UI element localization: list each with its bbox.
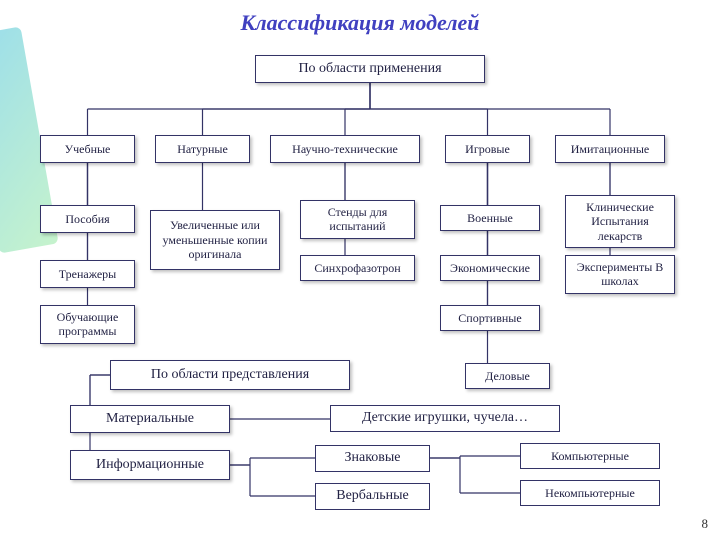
page-title: Классификация моделей bbox=[0, 0, 720, 36]
node-m1: Материальные bbox=[70, 405, 230, 433]
node-g3: Спортивные bbox=[440, 305, 540, 331]
node-k2: Некомпьютерные bbox=[520, 480, 660, 506]
node-z2: Вербальные bbox=[315, 483, 430, 510]
node-root1: По области применения bbox=[255, 55, 485, 83]
node-d1: Детские игрушки, чучела… bbox=[330, 405, 560, 432]
page-number: 8 bbox=[702, 516, 709, 532]
node-i1: Клинические Испытания лекарств bbox=[565, 195, 675, 248]
node-t1: Стенды для испытаний bbox=[300, 200, 415, 239]
node-u1: Пособия bbox=[40, 205, 135, 233]
node-c4: Игровые bbox=[445, 135, 530, 163]
node-u2: Тренажеры bbox=[40, 260, 135, 288]
node-g2: Экономические bbox=[440, 255, 540, 281]
node-i2: Эксперименты В школах bbox=[565, 255, 675, 294]
node-g1: Военные bbox=[440, 205, 540, 231]
node-m2: Информационные bbox=[70, 450, 230, 480]
node-n1: Увеличенные или уменьшенные копии оригин… bbox=[150, 210, 280, 270]
node-g4: Деловые bbox=[465, 363, 550, 389]
node-z1: Знаковые bbox=[315, 445, 430, 472]
node-k1: Компьютерные bbox=[520, 443, 660, 469]
node-c1: Учебные bbox=[40, 135, 135, 163]
node-c2: Натурные bbox=[155, 135, 250, 163]
node-t2: Синхрофазотрон bbox=[300, 255, 415, 281]
node-c5: Имитационные bbox=[555, 135, 665, 163]
node-c3: Научно-технические bbox=[270, 135, 420, 163]
node-root2: По области представления bbox=[110, 360, 350, 390]
node-u3: Обучающие программы bbox=[40, 305, 135, 344]
